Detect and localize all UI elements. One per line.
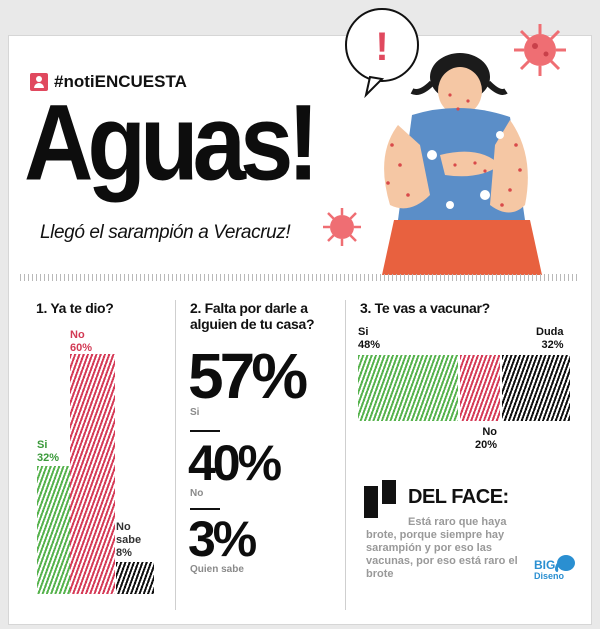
q3-question: 3. Te vas a vacunar? bbox=[360, 300, 490, 316]
brand-logo: BIG Diseno bbox=[534, 555, 575, 582]
speech-bubble: ! bbox=[345, 8, 419, 99]
face-title: DEL FACE: bbox=[408, 486, 509, 508]
quote-icon bbox=[364, 480, 396, 518]
q3-bar-si bbox=[358, 355, 458, 421]
hashtag-header: #notiENCUESTA bbox=[30, 72, 187, 92]
q3-bar-duda bbox=[502, 355, 570, 421]
user-icon bbox=[30, 73, 48, 91]
q2-label-si: Si bbox=[190, 407, 200, 418]
q3-label-si: Si 48% bbox=[358, 326, 381, 351]
hashtag-text: #notiENCUESTA bbox=[54, 72, 187, 91]
virus-icon bbox=[514, 24, 566, 76]
q3-label-no: No 20% bbox=[475, 426, 498, 451]
face-comment: Está raro que haya brote, porque siempre… bbox=[366, 516, 518, 580]
q2-rule bbox=[190, 508, 220, 510]
q1-label-no: No 60% bbox=[70, 329, 93, 354]
virus-icon bbox=[323, 208, 361, 246]
q3-bar-no bbox=[459, 355, 501, 421]
q2-rule bbox=[190, 430, 220, 432]
q2-value-no: 40% bbox=[188, 435, 282, 491]
column-divider bbox=[345, 300, 346, 610]
q1-bar-nosabe bbox=[116, 562, 154, 594]
q1-question: 1. Ya te dio? bbox=[36, 300, 114, 316]
page-title: Aguas! bbox=[24, 83, 319, 204]
q3-label-duda: Duda 32% bbox=[536, 326, 564, 351]
sick-woman-illustration: ! bbox=[323, 8, 566, 275]
elephant-icon bbox=[555, 555, 575, 572]
alert-symbol: ! bbox=[375, 25, 388, 69]
q2-question: 2. Falta por darle a alguien de tu casa? bbox=[190, 300, 315, 332]
q1-label-si: Si 32% bbox=[37, 439, 60, 464]
q1-bar-no bbox=[70, 354, 115, 594]
page-subtitle: Llegó el sarampión a Veracruz! bbox=[40, 222, 291, 243]
section-divider bbox=[20, 274, 580, 281]
column-divider bbox=[175, 300, 176, 610]
q2-label-no: No bbox=[190, 488, 204, 499]
q2-value-si: 57% bbox=[188, 340, 308, 412]
q1-bar-si bbox=[37, 466, 70, 594]
q2-label-quiensabe: Quien sabe bbox=[190, 564, 244, 575]
q2-value-quiensabe: 3% bbox=[188, 511, 257, 567]
q1-label-nosabe: No sabe 8% bbox=[116, 521, 142, 559]
